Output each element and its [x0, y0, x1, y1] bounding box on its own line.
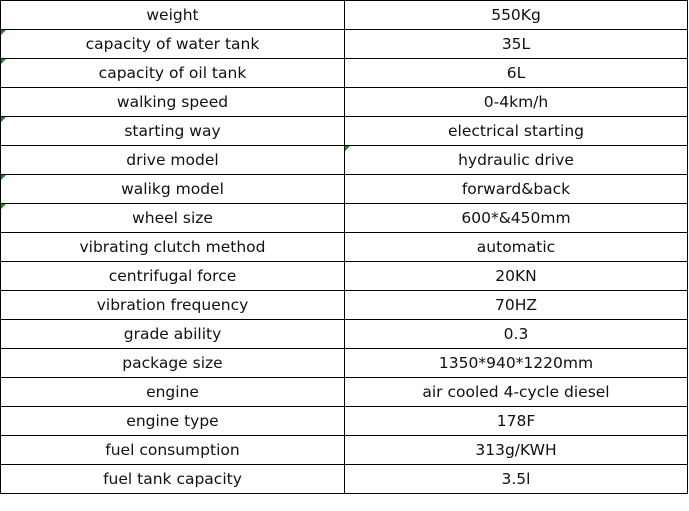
spec-row: vibrating clutch method automatic: [0, 232, 688, 262]
spec-value: 70HZ: [344, 290, 688, 320]
cell-marker-icon: [1, 59, 6, 64]
spec-row: fuel tank capacity 3.5l: [0, 464, 688, 494]
spec-value: 0-4km/h: [344, 87, 688, 117]
spec-row: package size 1350*940*1220mm: [0, 348, 688, 378]
spec-value: 550Kg: [344, 0, 688, 30]
spec-label: capacity of oil tank: [0, 58, 345, 88]
spec-row: grade ability 0.3: [0, 319, 688, 349]
spec-row: engine type 178F: [0, 406, 688, 436]
spec-label: vibration frequency: [0, 290, 345, 320]
cell-marker-icon: [1, 117, 6, 122]
spec-label: grade ability: [0, 319, 345, 349]
spec-label: fuel tank capacity: [0, 464, 345, 494]
spec-row: capacity of water tank 35L: [0, 29, 688, 59]
spec-label: engine type: [0, 406, 345, 436]
spec-value: forward&back: [344, 174, 688, 204]
spec-value: automatic: [344, 232, 688, 262]
spec-row: wheel size 600*&450mm: [0, 203, 688, 233]
spec-row: engine air cooled 4-cycle diesel: [0, 377, 688, 407]
spec-label: starting way: [0, 116, 345, 146]
cell-marker-icon: [1, 204, 6, 209]
cell-marker-icon: [345, 146, 350, 151]
spec-value: 20KN: [344, 261, 688, 291]
spec-label: package size: [0, 348, 345, 378]
spec-value: air cooled 4-cycle diesel: [344, 377, 688, 407]
spec-value: 600*&450mm: [344, 203, 688, 233]
spec-label: vibrating clutch method: [0, 232, 345, 262]
spec-label: centrifugal force: [0, 261, 345, 291]
spec-value: 313g/KWH: [344, 435, 688, 465]
spec-value: hydraulic drive: [344, 145, 688, 175]
spec-value: 178F: [344, 406, 688, 436]
cell-marker-icon: [1, 30, 6, 35]
spec-value: 0.3: [344, 319, 688, 349]
spec-row: walking speed 0-4km/h: [0, 87, 688, 117]
spec-row: capacity of oil tank 6L: [0, 58, 688, 88]
spec-row: weight 550Kg: [0, 0, 688, 30]
spec-label: wheel size: [0, 203, 345, 233]
spec-label: drive model: [0, 145, 345, 175]
spec-table: weight 550Kg capacity of water tank 35L capa…: [0, 0, 688, 494]
spec-label: walking speed: [0, 87, 345, 117]
spec-row: vibration frequency 70HZ: [0, 290, 688, 320]
spec-value: 35L: [344, 29, 688, 59]
spec-row: centrifugal force 20KN: [0, 261, 688, 291]
spec-label: fuel consumption: [0, 435, 345, 465]
spec-row: drive model hydraulic drive: [0, 145, 688, 175]
spec-row: walikg model forward&back: [0, 174, 688, 204]
spec-row: fuel consumption 313g/KWH: [0, 435, 688, 465]
spec-row: starting way electrical starting: [0, 116, 688, 146]
spec-label: capacity of water tank: [0, 29, 345, 59]
spec-value: electrical starting: [344, 116, 688, 146]
spec-label: engine: [0, 377, 345, 407]
spec-value: 1350*940*1220mm: [344, 348, 688, 378]
spec-label: weight: [0, 0, 345, 30]
cell-marker-icon: [1, 175, 6, 180]
spec-value: 3.5l: [344, 464, 688, 494]
spec-label: walikg model: [0, 174, 345, 204]
spec-value: 6L: [344, 58, 688, 88]
